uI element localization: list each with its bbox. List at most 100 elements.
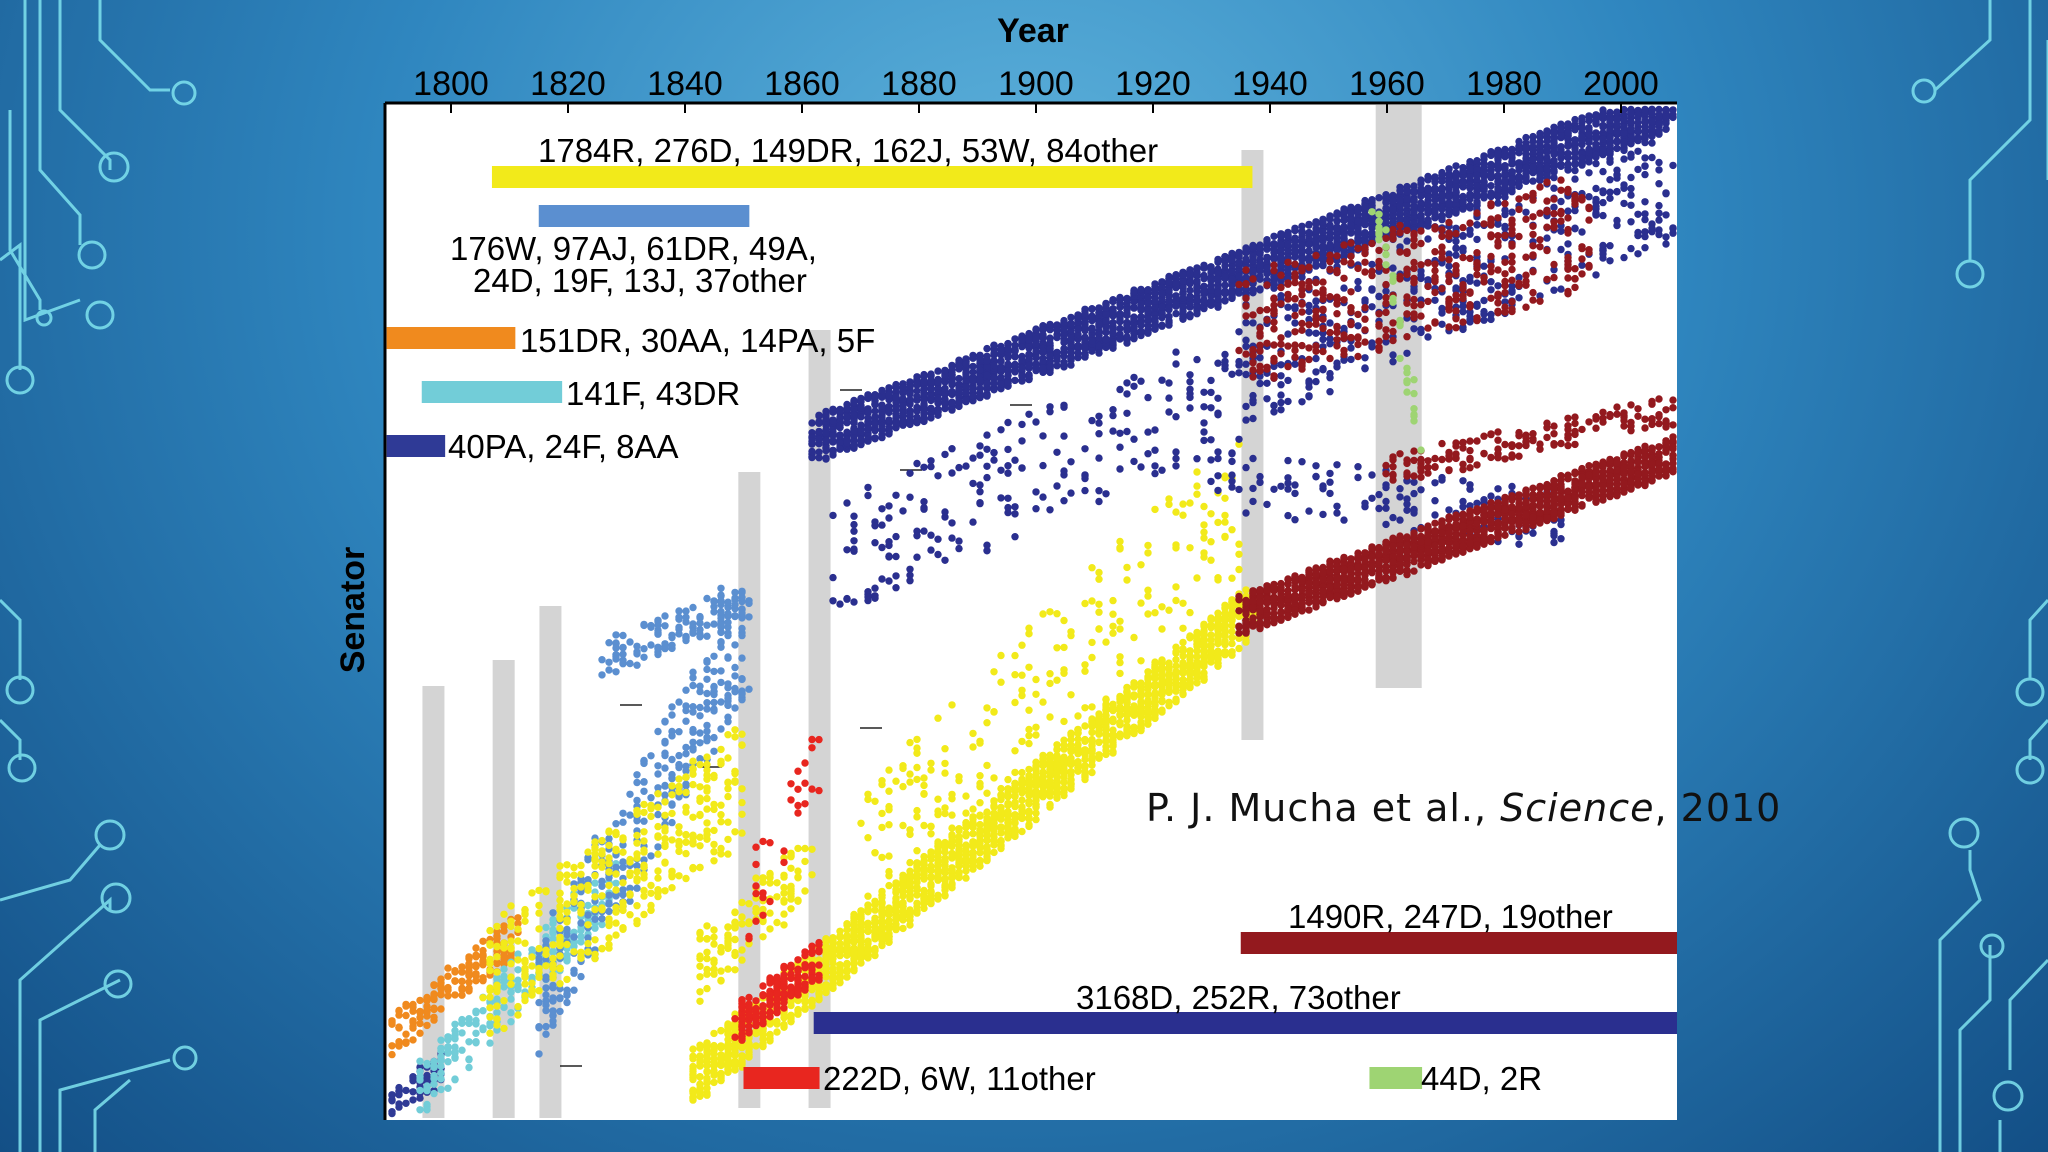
- data-point: [640, 653, 648, 661]
- data-point: [969, 830, 977, 838]
- data-point: [1095, 608, 1103, 616]
- data-point: [626, 911, 634, 919]
- data-point: [731, 777, 739, 785]
- data-point: [1095, 751, 1103, 759]
- data-point: [731, 1015, 739, 1023]
- data-point: [976, 739, 984, 747]
- data-point: [549, 981, 557, 990]
- data-point: [640, 910, 648, 919]
- highlight-band: [492, 660, 515, 1118]
- data-point: [619, 858, 627, 866]
- data-point: [710, 857, 718, 865]
- data-point: [486, 998, 494, 1007]
- data-point: [703, 784, 711, 792]
- data-point: [731, 672, 739, 680]
- data-point: [1221, 518, 1229, 526]
- data-point: [920, 774, 928, 782]
- data-point: [794, 897, 802, 905]
- data-point: [633, 810, 641, 818]
- data-point: [759, 893, 767, 902]
- data-point: [619, 863, 627, 871]
- data-point: [542, 1006, 550, 1015]
- data-point: [787, 983, 795, 991]
- data-point: [682, 743, 690, 752]
- data-point: [703, 1042, 711, 1051]
- data-point: [1095, 625, 1103, 633]
- data-point: [962, 858, 970, 867]
- data-point: [976, 849, 984, 857]
- highlight-band: [1241, 150, 1264, 740]
- data-point: [696, 988, 704, 996]
- data-point: [1025, 725, 1033, 734]
- data-point: [640, 787, 648, 795]
- data-point: [416, 1094, 424, 1102]
- data-point: [654, 832, 662, 840]
- data-point: [1116, 625, 1124, 633]
- data-point: [556, 941, 564, 950]
- data-point: [493, 1015, 501, 1023]
- data-point: [766, 909, 774, 917]
- data-point: [528, 979, 536, 987]
- data-point: [395, 1023, 403, 1031]
- data-point: [724, 850, 732, 858]
- data-point: [465, 1063, 473, 1072]
- data-point: [619, 848, 627, 856]
- data-point: [605, 940, 613, 949]
- data-point: [801, 948, 809, 956]
- data-point: [633, 642, 641, 650]
- data-point: [696, 703, 704, 712]
- data-point: [920, 821, 928, 830]
- data-point: [458, 977, 466, 985]
- data-point: [703, 1074, 711, 1082]
- data-point: [1018, 641, 1026, 649]
- data-point: [437, 989, 445, 998]
- data-point: [1151, 693, 1159, 702]
- data-point: [479, 1007, 487, 1015]
- data-point: [780, 1022, 788, 1030]
- data-point: [1123, 704, 1131, 712]
- data-point: [1200, 631, 1208, 639]
- data-point: [430, 995, 438, 1004]
- data-point: [913, 907, 921, 915]
- data-point: [619, 924, 627, 932]
- data-point: [521, 964, 529, 972]
- data-point: [661, 612, 669, 620]
- data-point: [1144, 713, 1152, 722]
- data-point: [962, 831, 970, 840]
- data-point: [780, 962, 788, 971]
- data-point: [654, 770, 662, 778]
- data-point: [458, 986, 466, 994]
- data-point: [717, 639, 725, 647]
- data-point: [787, 780, 795, 788]
- data-point: [542, 962, 550, 970]
- data-point: [486, 984, 494, 992]
- data-point: [1137, 699, 1145, 707]
- data-point: [444, 972, 452, 980]
- data-point: [808, 419, 816, 427]
- data-point: [1088, 653, 1096, 662]
- data-point: [1102, 695, 1110, 703]
- data-point: [724, 713, 732, 721]
- data-point: [668, 884, 676, 892]
- data-point: [724, 792, 732, 801]
- data-point: [563, 925, 571, 934]
- data-point: [794, 867, 802, 875]
- data-point: [668, 809, 676, 818]
- data-point: [843, 921, 851, 929]
- data-point: [745, 1044, 753, 1053]
- data-point: [549, 964, 557, 972]
- data-point: [514, 950, 522, 958]
- data-point: [479, 994, 487, 1002]
- data-point: [1053, 788, 1061, 796]
- data-point: [514, 937, 522, 945]
- data-point: [542, 997, 550, 1005]
- data-point: [1067, 767, 1075, 776]
- data-point: [1137, 561, 1145, 569]
- data-point: [1221, 494, 1229, 502]
- data-point: [430, 1063, 438, 1072]
- data-point: [976, 772, 984, 780]
- data-point: [619, 818, 627, 826]
- data-point: [1074, 746, 1082, 754]
- data-point: [822, 947, 830, 955]
- data-point: [913, 863, 921, 872]
